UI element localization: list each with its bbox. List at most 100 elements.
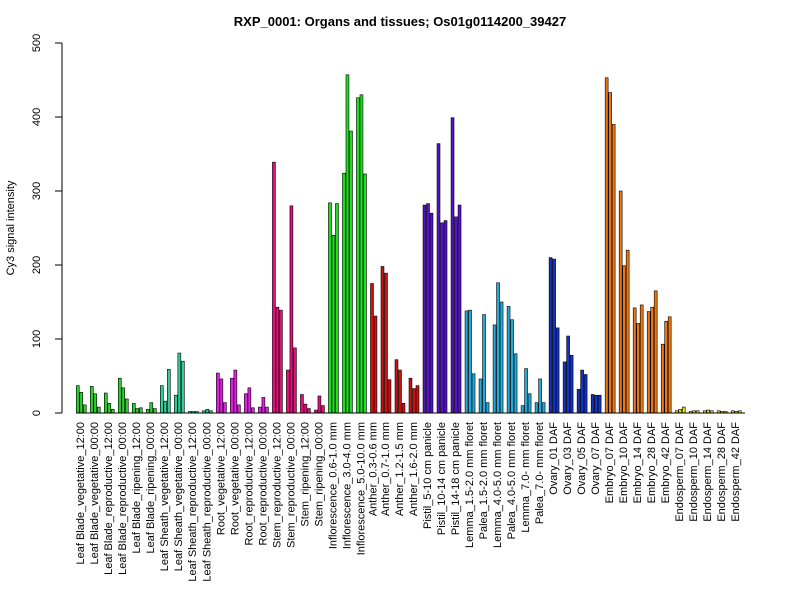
x-tick-label: Palea_1.5-2.0 mm floret: [478, 422, 490, 539]
x-tick-label: Anther_0.3-0.6 mm: [368, 422, 380, 516]
bar: [429, 212, 434, 414]
bar: [125, 398, 129, 414]
x-tick-label: Leaf Sheath_vegetative_00:00: [173, 422, 185, 571]
x-tick-label: Anther_1.2-1.5 mm: [394, 422, 406, 516]
x-tick-label: Ovary_01 DAF: [548, 422, 560, 495]
bar: [303, 403, 308, 414]
x-tick-label: Lemma_4.0-5.0 mm floret: [492, 422, 504, 548]
x-tick-label: Leaf Blade_ripening_12:00: [131, 422, 143, 554]
bar: [667, 316, 672, 414]
bar: [506, 306, 511, 414]
bar: [552, 258, 556, 414]
bar: [636, 323, 640, 414]
bar: [653, 290, 658, 414]
bar: [79, 391, 84, 414]
bar: [608, 92, 612, 414]
bar: [464, 310, 469, 414]
y-tick-label: 500: [31, 34, 43, 52]
x-tick-label: Leaf Blade_ripening_00:00: [145, 422, 157, 554]
bar: [646, 311, 651, 414]
x-axis: Leaf Blade_vegetative_12:00 Leaf Blade_ve…: [75, 422, 742, 582]
bar: [160, 385, 164, 414]
bar: [107, 403, 112, 414]
bar: [146, 408, 150, 414]
bar: [562, 361, 567, 414]
bar: [622, 265, 626, 414]
y-tick-label: 0: [31, 410, 43, 416]
bar: [398, 369, 402, 414]
x-tick-label: Pistil_10-14 cm panicle: [436, 422, 448, 535]
bar: [286, 369, 290, 414]
bar: [415, 385, 420, 414]
bar: [111, 408, 115, 414]
bar: [205, 408, 210, 414]
bar: [181, 360, 185, 414]
x-tick-label: Leaf Blade_reproductive_12:00: [103, 422, 115, 575]
x-tick-label: Endosperm_07 DAF: [674, 422, 686, 522]
bar: [216, 372, 220, 414]
bar: [520, 405, 525, 414]
bar: [650, 306, 654, 414]
bar: [611, 124, 616, 414]
bar: [230, 377, 234, 414]
bar: [380, 266, 385, 414]
bar: [132, 403, 136, 414]
bar: [121, 387, 126, 414]
x-tick-label: Leaf Sheath_reproductive_12:00: [187, 422, 199, 582]
bar: [335, 203, 339, 414]
bar: [233, 369, 238, 414]
x-tick-label: Stem_reproductive_00:00: [285, 422, 297, 548]
bar: [499, 301, 504, 414]
bar: [135, 408, 140, 414]
bar: [513, 353, 518, 414]
bar: [307, 408, 311, 414]
x-tick-label: Root_reproductive_00:00: [257, 422, 269, 546]
x-tick-label: Lemma_1.5-2.0 mm floret: [464, 422, 476, 548]
bar: [97, 406, 101, 414]
bar: [82, 404, 87, 414]
x-tick-label: Inflorescence_3.0-4.0 mm: [341, 422, 353, 549]
x-tick-label: Inflorescence_5.0-10.0 mm: [355, 422, 367, 555]
bar: [104, 392, 108, 414]
bar: [293, 347, 297, 414]
bar: [149, 402, 154, 414]
bar: [678, 408, 682, 414]
bar: [237, 404, 241, 414]
x-tick-label: Embryo_10 DAF: [618, 422, 630, 504]
bar: [471, 373, 476, 414]
x-tick-label: Embryo_28 DAF: [646, 422, 658, 504]
x-tick-label: Endosperm_14 DAF: [702, 422, 714, 522]
x-tick-label: Palea_7.0- mm floret: [534, 422, 546, 524]
bar: [163, 400, 168, 414]
bar: [93, 393, 98, 414]
bar: [265, 406, 269, 414]
bar: [538, 378, 542, 414]
bar: [594, 394, 598, 414]
bar: [223, 402, 227, 414]
x-tick-label: Embryo_42 DAF: [660, 422, 672, 504]
y-tick-label: 200: [31, 256, 43, 274]
bar: [492, 324, 497, 414]
x-tick-label: Stem_reproductive_12:00: [271, 422, 283, 548]
x-tick-label: Root_vegetative_00:00: [229, 422, 241, 535]
bar: [555, 327, 560, 414]
x-tick-label: Inflorescence_0.6-1.0 mm: [327, 422, 339, 549]
bar: [510, 319, 514, 414]
bar: [247, 387, 252, 414]
bar: [440, 222, 444, 414]
bar: [363, 173, 367, 414]
x-tick-label: Ovary_07 DAF: [590, 422, 602, 495]
bar: [261, 397, 266, 414]
bar: [590, 394, 595, 414]
bar: [566, 335, 570, 414]
bar: [289, 205, 294, 414]
bar: [251, 407, 255, 414]
bar: [468, 309, 472, 414]
bar: [485, 402, 490, 414]
bar: [527, 393, 532, 414]
bar: [167, 369, 171, 414]
x-tick-label: Embryo_07 DAF: [604, 422, 616, 504]
y-axis: 0 100 200 300 400 500: [31, 34, 63, 416]
